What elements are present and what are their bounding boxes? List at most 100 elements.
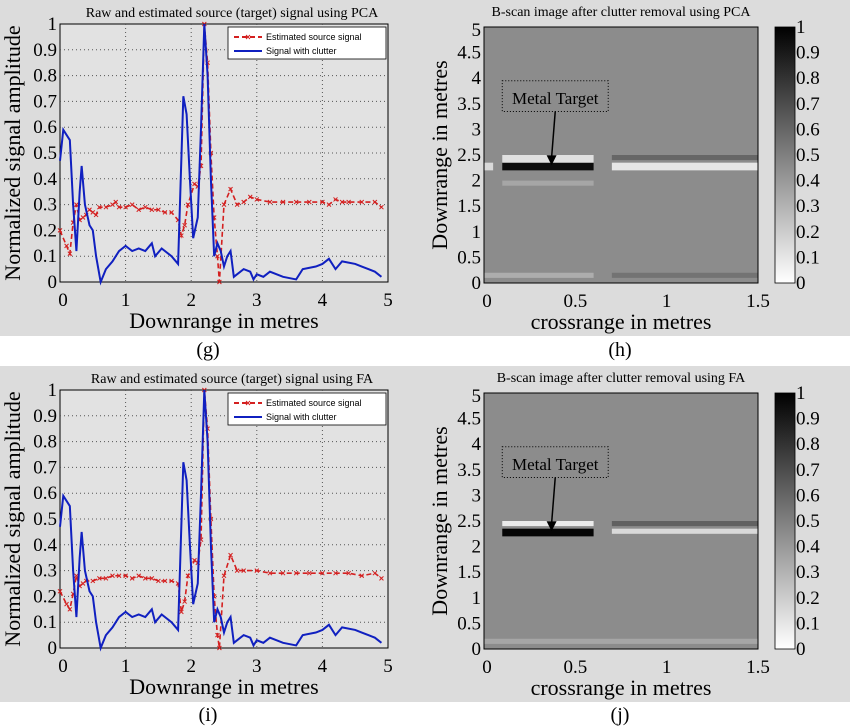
- y-tick-label: 0.5: [33, 143, 57, 164]
- data-point-marker: [149, 575, 155, 581]
- colorbar: [774, 26, 796, 284]
- x-tick-label: 1: [121, 290, 131, 311]
- data-point-marker: [90, 578, 96, 584]
- heatmap-cell: [484, 638, 758, 644]
- y-tick-label: 0.4: [33, 535, 57, 556]
- x-tick-label: 0.5: [563, 657, 587, 678]
- data-point-marker: [267, 570, 273, 576]
- colorbar-tick-label: 0.9: [796, 43, 820, 64]
- y-tick-label: 3.5: [457, 460, 481, 481]
- heatmap-cell: [502, 155, 594, 163]
- data-point-marker: [254, 197, 260, 202]
- heatmap-cell: [611, 272, 758, 278]
- data-point-marker: [217, 279, 222, 285]
- data-point-marker: [280, 570, 286, 576]
- heatmap-cell: [611, 521, 758, 527]
- x-tick-label: 4: [318, 656, 328, 677]
- data-point-marker: [320, 199, 325, 205]
- y-axis-label: Normalized signal amplitude: [0, 25, 25, 280]
- y-tick-label: 3.5: [457, 94, 481, 115]
- data-point-marker: [116, 204, 122, 210]
- colorbar-tick-label: 0.6: [796, 485, 820, 506]
- data-point-marker: [179, 233, 184, 238]
- data-point-marker: [57, 588, 63, 594]
- arrow-head-icon: [546, 155, 557, 166]
- y-tick-label: 0.3: [33, 195, 57, 216]
- caption-h: (h): [608, 339, 632, 361]
- chart-title: B-scan image after clutter removal using…: [497, 371, 746, 386]
- x-tick-label: 1: [662, 657, 672, 678]
- x-tick-label: 1.5: [746, 291, 770, 312]
- data-point-marker: [339, 199, 345, 205]
- y-tick-label: 0.4: [33, 169, 57, 190]
- x-tick-label: 4: [318, 290, 328, 311]
- y-tick-label: 0.6: [33, 117, 57, 138]
- y-tick-label: 4: [472, 434, 482, 455]
- legend: [227, 392, 387, 426]
- y-tick-label: 0.7: [33, 457, 57, 478]
- data-point-marker: [97, 575, 102, 581]
- colorbar-tick-label: 0.7: [796, 460, 820, 481]
- legend-entry: Estimated source signal: [266, 398, 362, 408]
- series-line-signal-with-clutter: [59, 389, 383, 652]
- y-tick-label: 0.5: [457, 247, 481, 268]
- data-point-marker: [169, 578, 174, 584]
- data-point-marker: [162, 578, 168, 584]
- data-point-marker: [129, 202, 135, 207]
- data-point-marker: [136, 573, 142, 579]
- panel-j-fa-bscan: B-scan image after clutter removal using…: [425, 366, 850, 702]
- plot-frame: [483, 392, 759, 650]
- y-tick-label: 4.5: [457, 409, 481, 430]
- data-point-marker: [123, 204, 128, 210]
- y-tick-label: 3: [472, 485, 482, 506]
- data-point-marker: [333, 197, 338, 202]
- data-point-marker: [67, 251, 73, 256]
- x-tick-label: 0: [482, 291, 492, 312]
- data-point-marker: [156, 578, 161, 584]
- panel-i-fa-signal: Raw and estimated source (target) signal…: [0, 366, 425, 702]
- data-point-marker: [241, 568, 247, 573]
- data-point-marker: [379, 575, 384, 581]
- data-point-marker: [93, 212, 99, 218]
- data-point-marker: [359, 573, 365, 579]
- y-tick-label: 0.8: [33, 66, 57, 87]
- colorbar-tick-label: 0.7: [796, 94, 820, 115]
- x-axis-label: crossrange in metres: [531, 309, 712, 334]
- colorbar-tick-label: 0: [796, 273, 806, 294]
- data-point-marker: [267, 199, 273, 205]
- data-point-marker: [179, 609, 184, 615]
- y-tick-label: 0: [472, 273, 482, 294]
- y-tick-label: 0.8: [33, 432, 57, 453]
- x-tick-label: 1.5: [746, 657, 770, 678]
- data-point-marker: [142, 204, 148, 210]
- data-point-marker: [234, 568, 240, 573]
- y-tick-label: 0: [48, 638, 58, 659]
- data-point-marker: [379, 204, 384, 210]
- colorbar-tick-label: 1: [796, 383, 806, 404]
- annotation-arrow: [550, 111, 556, 158]
- y-tick-label: 0.5: [33, 509, 57, 530]
- y-tick-label: 2: [472, 537, 482, 558]
- x-tick-label: 0: [58, 656, 68, 677]
- data-point-marker: [333, 570, 338, 576]
- chart-title: Raw and estimated source (target) signal…: [91, 372, 374, 387]
- y-axis-label: Normalized signal amplitude: [0, 391, 25, 646]
- colorbar-tick-label: 0.4: [796, 171, 820, 192]
- data-point-marker: [280, 199, 286, 205]
- colorbar-tick-label: 0.2: [796, 222, 820, 243]
- x-tick-label: 3: [252, 290, 262, 311]
- panel-g-pca-signal: Raw and estimated source (target) signal…: [0, 0, 425, 336]
- y-tick-label: 3: [472, 119, 482, 140]
- data-point-marker: [221, 573, 227, 579]
- y-axis-label: Downrange in metres: [427, 60, 452, 249]
- series-line-signal-with-clutter: [59, 23, 383, 286]
- data-point-marker: [156, 207, 161, 213]
- data-point-marker: [241, 199, 247, 205]
- data-point-marker: [74, 202, 79, 207]
- colorbar-tick-label: 0.5: [796, 145, 820, 166]
- x-tick-label: 5: [383, 656, 393, 677]
- x-tick-label: 1: [662, 291, 672, 312]
- data-point-marker: [162, 209, 168, 215]
- legend: [227, 26, 387, 60]
- data-point-marker: [346, 570, 351, 576]
